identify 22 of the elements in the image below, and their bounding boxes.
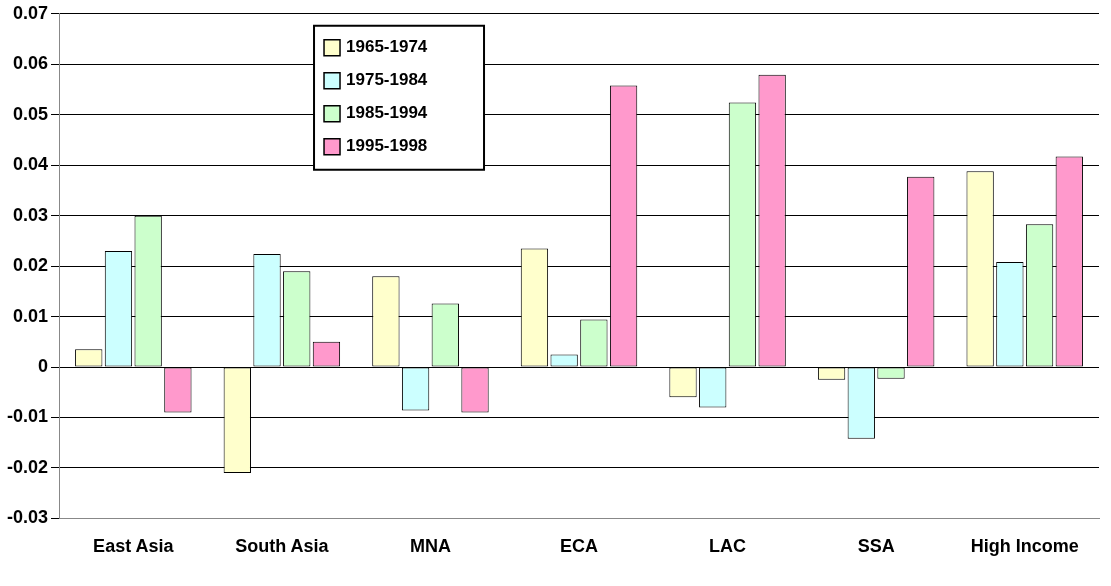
y-tick-label: 0.03 [12, 204, 49, 225]
x-tick-label: South Asia [235, 536, 330, 557]
x-tick-label: LAC [709, 536, 747, 557]
x-tick-label: MNA [409, 536, 451, 557]
y-tick-label: 0.01 [12, 305, 49, 326]
y-tick-label: 0.02 [12, 255, 49, 276]
legend-label: 1965-1974 [346, 37, 428, 57]
y-tick-label: 0.06 [12, 53, 49, 74]
y-tick-label: -0.01 [7, 406, 49, 427]
y-tick-label: -0.02 [7, 456, 49, 477]
y-tick-label: 0.04 [12, 154, 49, 175]
legend-label: 1985-1994 [346, 103, 428, 123]
x-tick-label: East Asia [93, 536, 175, 557]
x-tick-label: SSA [857, 536, 895, 557]
y-tick-label: 0.07 [12, 2, 49, 23]
y-tick-label: 0.05 [12, 103, 49, 124]
x-tick-label: High Income [970, 536, 1079, 557]
y-tick-label: 0 [38, 355, 49, 376]
legend-label: 1975-1984 [346, 70, 428, 90]
x-tick-label: ECA [560, 536, 599, 557]
y-tick-label: -0.03 [7, 507, 49, 528]
legend-label: 1995-1998 [346, 136, 428, 156]
